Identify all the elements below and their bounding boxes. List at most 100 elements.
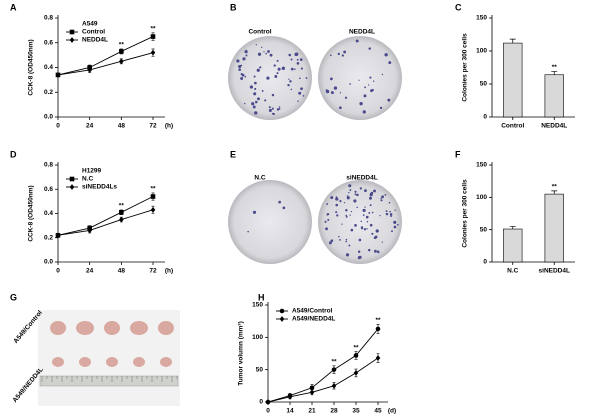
x-tick-label: 21 bbox=[308, 408, 316, 415]
colony bbox=[389, 213, 393, 216]
y-axis-label: CCK-8 (OD450nm) bbox=[28, 39, 35, 95]
colony bbox=[249, 85, 254, 89]
significance: ** bbox=[552, 184, 558, 191]
colony bbox=[364, 206, 366, 208]
colony bbox=[337, 52, 341, 56]
significance: ** bbox=[119, 42, 125, 49]
colony bbox=[385, 212, 389, 216]
colony bbox=[300, 67, 303, 70]
bar bbox=[544, 193, 564, 263]
tumor bbox=[106, 357, 118, 367]
colony bbox=[373, 189, 376, 193]
colony bbox=[290, 67, 294, 71]
colony bbox=[244, 75, 247, 78]
colony bbox=[368, 212, 371, 214]
colony bbox=[338, 106, 342, 110]
y-tick-label: 0.6 bbox=[44, 186, 53, 193]
colony bbox=[338, 235, 340, 238]
colony bbox=[367, 248, 371, 252]
colony bbox=[240, 72, 243, 76]
colony bbox=[339, 92, 342, 94]
point bbox=[119, 216, 124, 223]
colony bbox=[244, 50, 248, 54]
colony bbox=[343, 50, 347, 54]
tumor bbox=[79, 357, 91, 367]
significance: ** bbox=[150, 186, 156, 193]
colony bbox=[278, 200, 282, 204]
colony bbox=[327, 218, 330, 221]
point bbox=[331, 382, 337, 389]
colony bbox=[350, 228, 354, 232]
colony bbox=[257, 52, 262, 56]
x-tick-label: 14 bbox=[286, 408, 294, 415]
colony bbox=[364, 189, 367, 193]
colony bbox=[256, 68, 260, 72]
significance: ** bbox=[119, 203, 125, 210]
colony bbox=[326, 213, 329, 216]
colony bbox=[375, 229, 379, 233]
colony bbox=[349, 83, 352, 85]
colony bbox=[366, 228, 368, 230]
colony bbox=[368, 196, 372, 200]
legend-title: A549 bbox=[82, 21, 98, 28]
colony bbox=[350, 210, 353, 213]
colony bbox=[296, 58, 299, 61]
y-tick-label: 0 bbox=[259, 399, 263, 406]
colony bbox=[372, 80, 375, 82]
colony bbox=[373, 249, 377, 253]
colony bbox=[391, 230, 393, 233]
y-axis-label: Colonies per 300 cells bbox=[462, 33, 469, 102]
series-line bbox=[267, 328, 379, 403]
colony bbox=[273, 64, 276, 67]
colony bbox=[244, 102, 246, 105]
colony bbox=[294, 68, 296, 70]
colony bbox=[252, 105, 256, 109]
colony bbox=[363, 228, 367, 231]
y-tick-label: 150 bbox=[476, 15, 487, 22]
colony bbox=[354, 193, 357, 196]
colony bbox=[259, 66, 262, 69]
legend-marker bbox=[279, 316, 285, 322]
colony bbox=[345, 208, 348, 212]
x-tick-label: 24 bbox=[86, 268, 94, 275]
y-tick-label: 150 bbox=[252, 302, 263, 309]
error-bar bbox=[551, 190, 558, 195]
colony bbox=[242, 57, 246, 61]
x-axis-unit: (d) bbox=[388, 408, 396, 415]
legend-marker bbox=[69, 184, 75, 190]
colony bbox=[336, 214, 339, 217]
y-axis-label: Colonies per 300 cells bbox=[462, 179, 469, 248]
colony bbox=[343, 201, 346, 204]
legend-marker bbox=[69, 37, 75, 43]
colony bbox=[274, 75, 278, 78]
panel-letter: E bbox=[230, 149, 236, 159]
colony bbox=[381, 241, 383, 243]
bar bbox=[503, 42, 523, 118]
ruler bbox=[39, 375, 179, 387]
colony bbox=[339, 239, 341, 241]
y-tick-label: 0 bbox=[483, 114, 487, 121]
colony bbox=[245, 54, 248, 57]
colony bbox=[255, 44, 257, 46]
colony bbox=[297, 100, 299, 103]
colony bbox=[305, 77, 308, 79]
x-axis-unit: (h) bbox=[165, 268, 173, 275]
point bbox=[375, 355, 381, 361]
colony bbox=[356, 206, 358, 209]
y-tick-label: 0.2 bbox=[44, 89, 53, 96]
point bbox=[265, 399, 271, 405]
tumor bbox=[158, 321, 174, 335]
colony bbox=[348, 192, 350, 194]
series-line bbox=[57, 209, 154, 236]
tumor bbox=[50, 321, 66, 335]
point bbox=[150, 206, 156, 213]
panel-letter: A bbox=[10, 2, 17, 12]
colony bbox=[335, 203, 339, 207]
colony bbox=[353, 199, 357, 203]
colony bbox=[362, 208, 366, 213]
colony bbox=[380, 199, 383, 202]
x-tick-label: 0 bbox=[266, 408, 270, 415]
y-tick-label: 0.8 bbox=[44, 162, 53, 169]
point bbox=[287, 393, 293, 400]
legend-marker bbox=[69, 176, 75, 182]
